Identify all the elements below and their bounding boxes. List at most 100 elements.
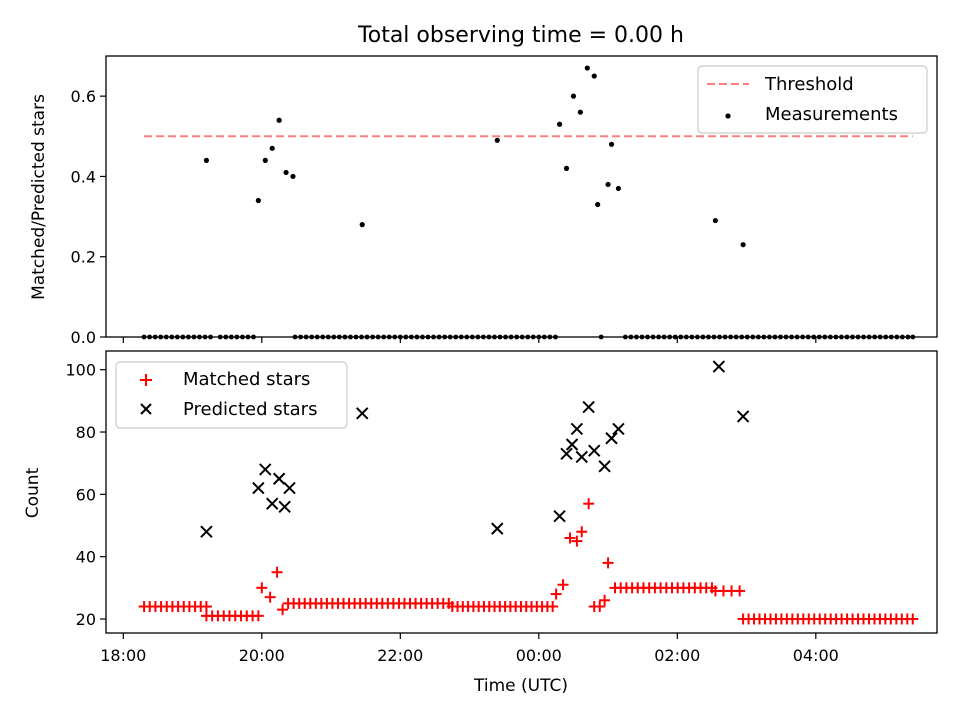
matched-star-marker (734, 585, 746, 597)
matched-star-marker (264, 591, 276, 603)
predicted-star-marker (259, 463, 272, 476)
legend-measurements-label: Measurements (765, 104, 898, 125)
x-tick-label: 04:00 (793, 646, 839, 665)
measurement-point (276, 117, 282, 123)
matched-star-marker (599, 594, 611, 606)
matched-star-marker (576, 526, 588, 538)
predicted-star-marker (283, 481, 296, 495)
y-tick-label: 80 (76, 423, 96, 442)
y-axis-label-count: Count (23, 467, 43, 518)
y-tick-label: 0.2 (71, 248, 96, 267)
legend-threshold-label: Threshold (764, 74, 854, 95)
predicted-star-marker (612, 422, 625, 436)
y-tick-label: 20 (76, 610, 96, 629)
matched-star-marker (907, 613, 919, 625)
measurement-point (577, 109, 583, 115)
matched-star-marker (271, 566, 283, 578)
ratio-y-ticks: 0.0 0.2 0.4 0.6 (71, 87, 106, 347)
predicted-star-marker (598, 460, 611, 473)
measurement-point (740, 242, 746, 248)
measurement-point (712, 217, 719, 224)
predicted-star-marker (553, 509, 566, 523)
measurement-point (290, 173, 296, 180)
y-tick-label: 0.0 (71, 328, 96, 347)
predicted-star-marker (570, 422, 584, 436)
measurement-point (262, 157, 268, 163)
y-tick-label: 60 (76, 485, 96, 504)
measurement-point (608, 141, 615, 147)
matched-star-marker (547, 601, 559, 613)
measurement-point (494, 137, 500, 143)
measurement-point (615, 185, 622, 192)
y-tick-label: 0.6 (71, 87, 96, 106)
matched-star-marker (200, 601, 212, 613)
predicted-star-marker (560, 447, 573, 461)
measurement-point (563, 165, 570, 171)
ratio-legend: Threshold Measurements (697, 65, 928, 134)
matched-star-marker (594, 601, 606, 613)
predicted-star-marker (272, 472, 286, 485)
ratio-axes-frame (105, 55, 938, 338)
measurement-point (556, 121, 563, 127)
measurement-point (255, 197, 261, 204)
predicted-star-marker (265, 497, 279, 510)
count-panel: Count Time (UTC) 20 40 60 80 100 18:00 20:00 2… (23, 350, 938, 696)
x-tick-label: 22:00 (377, 646, 423, 665)
measurement-point (570, 93, 577, 99)
count-y-ticks: 20 40 60 80 100 (65, 361, 106, 629)
chart-title: Total observing time = 0.00 h (357, 23, 684, 48)
y-axis-label-ratio: Matched/Predicted stars (29, 94, 49, 300)
ratio-panel: Total observing time = 0.00 h Matched/Pr… (29, 23, 938, 347)
predicted-star-marker (588, 444, 601, 457)
measurement-point (584, 65, 590, 71)
predicted-star-marker (356, 407, 369, 420)
matched-star-marker (571, 535, 583, 547)
matched-star-marker (583, 498, 595, 510)
matched-star-marker (557, 579, 569, 591)
matched-star-marker (564, 532, 576, 544)
x-tick-label: 20:00 (239, 646, 285, 665)
predicted-star-marker (736, 410, 750, 423)
count-plot-area (138, 360, 919, 625)
y-tick-label: 100 (65, 361, 96, 380)
predicted-star-marker (491, 522, 504, 535)
y-tick-label: 40 (76, 548, 96, 567)
legend-predicted-label: Predicted stars (183, 399, 317, 420)
x-tick-label: 18:00 (100, 646, 146, 665)
legend-matched-swatch (140, 374, 152, 386)
predicted-star-marker (712, 360, 726, 373)
legend-frame (115, 361, 348, 429)
legend-frame (697, 65, 928, 134)
matched-star-marker (550, 588, 562, 600)
legend-measurements-swatch (725, 113, 731, 119)
measurement-point (283, 169, 289, 176)
predicted-star-marker (575, 450, 588, 464)
x-tick-label: 00:00 (516, 646, 562, 665)
legend-predicted-swatch (140, 403, 152, 415)
y-tick-label: 0.4 (71, 167, 96, 186)
measurement-point (605, 181, 611, 188)
measurement-point (269, 145, 275, 151)
ratio-x-ticks (122, 337, 817, 343)
measurement-point (595, 201, 601, 208)
predicted-star-marker (200, 525, 213, 538)
count-axes-frame (105, 350, 938, 634)
matched-star-marker (256, 582, 268, 594)
predicted-star-marker (278, 500, 291, 514)
matched-star-marker (252, 610, 264, 622)
predicted-star-marker (565, 438, 579, 451)
x-axis-label: Time (UTC) (473, 676, 568, 696)
measurement-point (359, 222, 365, 228)
count-legend: Matched stars Predicted stars (115, 361, 348, 429)
matched-star-marker (602, 557, 614, 569)
predicted-star-marker (252, 481, 265, 495)
measurement-point (591, 73, 597, 79)
legend-matched-label: Matched stars (183, 369, 310, 390)
matched-star-marker (277, 604, 289, 616)
x-tick-label: 02:00 (654, 646, 700, 665)
predicted-star-marker (605, 432, 618, 445)
count-x-ticks: 18:00 20:00 22:00 00:00 02:00 04:00 (100, 633, 839, 665)
predicted-star-marker (582, 400, 595, 414)
measurement-point (203, 157, 210, 163)
